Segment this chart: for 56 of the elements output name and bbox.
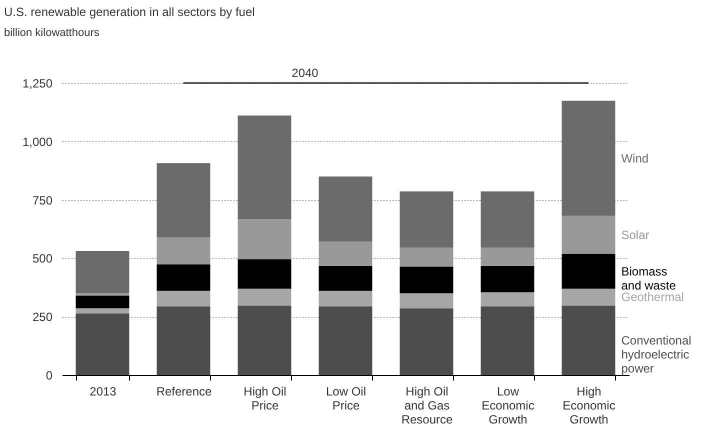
bar (76, 313, 130, 375)
bar (156, 237, 210, 264)
chart-subtitle: billion kilowatthours (4, 27, 100, 39)
y-tick-label: 750 (32, 193, 53, 208)
bar (156, 264, 210, 291)
bar (480, 247, 534, 266)
bar (562, 254, 616, 289)
bar (318, 266, 372, 291)
bar (400, 266, 454, 294)
bar (238, 259, 292, 289)
x-tick-label: Low Economic Growth (482, 384, 534, 425)
y-tick-label: 1,250 (22, 76, 53, 90)
series-label: Solar (621, 228, 650, 242)
bar (400, 191, 454, 248)
bar (318, 176, 372, 242)
bar (562, 306, 616, 375)
bar (238, 219, 292, 260)
bar (562, 288, 616, 306)
bar (238, 306, 292, 375)
bar (318, 242, 372, 266)
bar (562, 216, 616, 254)
y-tick-label: 1,000 (22, 134, 53, 149)
series-label: Biomass and waste (621, 264, 676, 292)
bar (400, 247, 454, 267)
bar (480, 306, 534, 375)
x-tick-label: High Oil Price (244, 384, 286, 412)
bar (480, 292, 534, 307)
series-label: Wind (621, 151, 649, 166)
bar (76, 308, 130, 314)
bar (562, 100, 616, 216)
bar (400, 293, 454, 308)
bar (156, 290, 210, 307)
series-label: Geothermal (621, 290, 684, 304)
y-tick-label: 0 (46, 368, 53, 382)
bar (156, 306, 210, 375)
bar (76, 296, 130, 308)
bar (480, 191, 534, 248)
x-tick-label: Low Oil Price (326, 384, 366, 412)
bar (156, 163, 210, 238)
y-tick-label: 250 (32, 310, 53, 324)
y-tick-label: 500 (32, 252, 53, 266)
series-label: Conventional hydroelectric power (621, 333, 692, 376)
x-tick-label: 2013 (90, 384, 117, 398)
bar (76, 250, 130, 294)
bar (318, 290, 372, 307)
bar (318, 306, 372, 375)
x-tick-label: Reference (156, 384, 212, 398)
x-tick-label: High Economic Growth (562, 384, 616, 425)
x-tick-label: High Oil and Gas Resource (401, 384, 454, 425)
text: 2040 (292, 66, 319, 80)
bar (238, 115, 292, 220)
bar (480, 266, 534, 292)
bar (238, 288, 292, 306)
chart-title: U.S. renewable generation in all sectors by fuel (4, 5, 255, 19)
bar (76, 293, 130, 296)
bar (400, 308, 454, 375)
